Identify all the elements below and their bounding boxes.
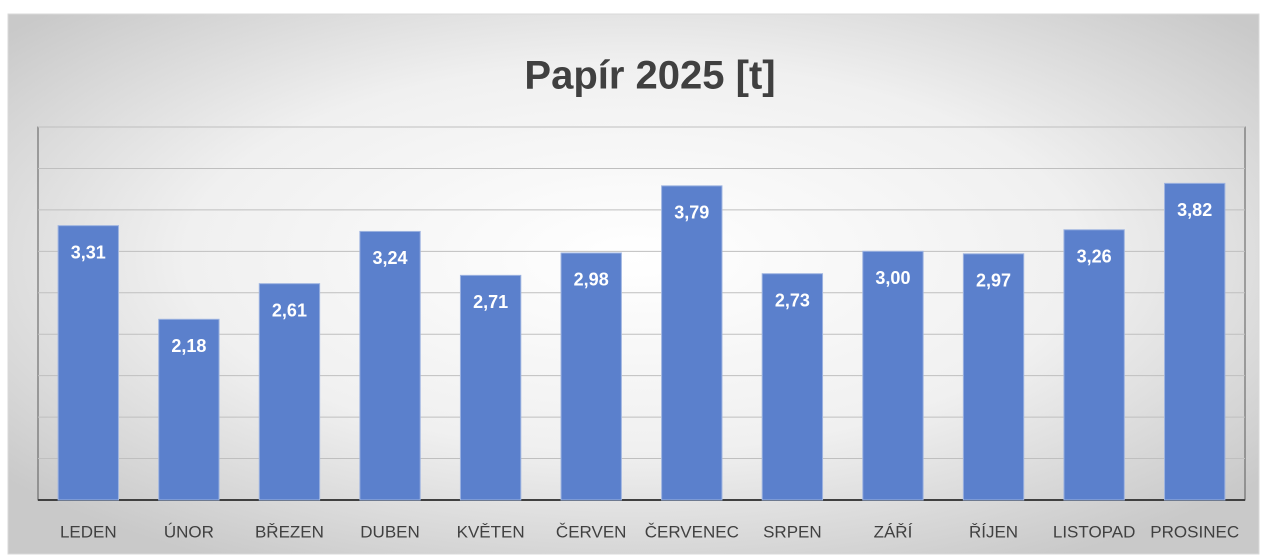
x-tick-label: ČERVENEC <box>645 522 739 541</box>
x-tick-label: ZÁŘÍ <box>874 522 913 541</box>
value-label: 2,98 <box>574 270 609 290</box>
value-label: 3,24 <box>373 248 408 268</box>
value-label: 3,00 <box>875 268 910 288</box>
x-tick-label: LEDEN <box>60 522 117 541</box>
value-label: 3,26 <box>1077 247 1112 267</box>
x-tick-label: SRPEN <box>763 522 822 541</box>
bar <box>1063 229 1125 501</box>
x-tick-label: ŘÍJEN <box>969 522 1018 541</box>
chart-title: Papír 2025 [t] <box>524 54 775 98</box>
x-tick-label: KVĚTEN <box>457 522 525 541</box>
bar <box>560 252 622 501</box>
bar <box>962 253 1025 501</box>
x-tick-label: ČERVEN <box>556 522 627 541</box>
value-label: 2,71 <box>473 292 508 312</box>
bar <box>862 250 924 501</box>
x-tick-label: ÚNOR <box>164 522 214 541</box>
value-label: 2,73 <box>775 290 810 310</box>
bar <box>761 273 824 501</box>
bar <box>158 318 220 501</box>
value-label: 2,61 <box>272 300 307 320</box>
bar <box>258 283 321 501</box>
x-tick-label: DUBEN <box>360 522 420 541</box>
bar <box>1164 182 1226 501</box>
value-label: 3,79 <box>674 203 709 223</box>
bar <box>57 225 119 501</box>
value-label: 2,97 <box>976 271 1011 291</box>
value-label: 2,18 <box>171 336 206 356</box>
bar <box>661 185 723 501</box>
value-label: 3,31 <box>71 242 106 262</box>
bar <box>359 230 421 501</box>
x-tick-label: PROSINEC <box>1150 522 1239 541</box>
x-tick-label: BŘEZEN <box>255 522 324 541</box>
bar <box>459 274 522 501</box>
x-tick-label: LISTOPAD <box>1053 522 1136 541</box>
value-label: 3,82 <box>1177 200 1212 220</box>
